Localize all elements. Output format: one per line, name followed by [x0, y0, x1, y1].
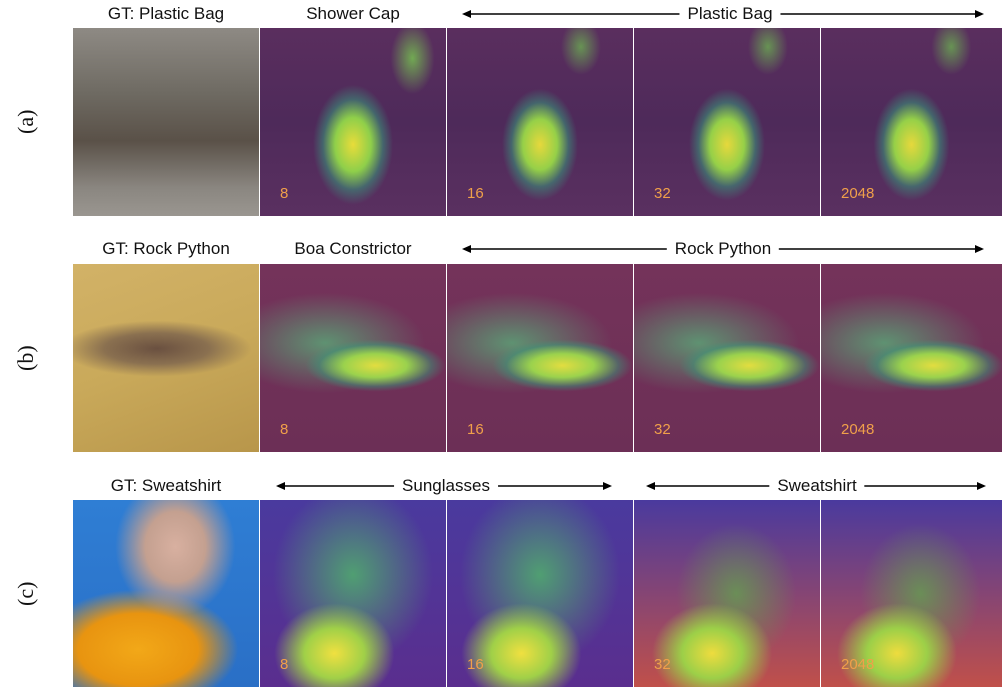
span-arrow-b: Rock Python: [462, 239, 984, 259]
pred-caption-c-right: Sweatshirt: [769, 476, 865, 496]
gt-caption-b: GT: Rock Python: [102, 239, 230, 258]
dim-label: 8: [280, 656, 289, 673]
dim-label: 8: [280, 421, 289, 438]
dim-label: 16: [467, 185, 484, 202]
row-label-a: (a): [13, 109, 38, 135]
heatmap-c-2048: 2048: [821, 500, 1002, 687]
pred-caption-b-span: Rock Python: [666, 239, 780, 259]
dim-label: 2048: [841, 656, 875, 673]
pred-caption-a-8: Shower Cap: [306, 4, 400, 23]
pred-caption-b-8: Boa Constrictor: [294, 239, 412, 258]
heatmap-a-32: 32: [634, 28, 820, 216]
pred-caption-c-left: Sunglasses: [394, 476, 498, 496]
span-arrow-a: Plastic Bag: [462, 4, 984, 24]
heatmap-c-16: 16: [447, 500, 633, 687]
dim-label: 2048: [841, 185, 875, 202]
dim-label: 16: [467, 421, 484, 438]
heatmap-a-2048: 2048: [821, 28, 1002, 216]
original-image-a: [73, 28, 259, 216]
pred-caption-a-span: Plastic Bag: [679, 4, 781, 24]
row-label-b: (b): [13, 345, 38, 371]
heatmap-a-8: 8: [260, 28, 446, 216]
dim-label: 16: [467, 656, 484, 673]
dim-label: 2048: [841, 421, 875, 438]
dim-label: 32: [654, 656, 671, 673]
heatmap-b-2048: 2048: [821, 264, 1002, 452]
gt-caption-a: GT: Plastic Bag: [107, 4, 225, 23]
dim-label: 8: [280, 185, 289, 202]
heatmap-b-32: 32: [634, 264, 820, 452]
original-image-c: [73, 500, 259, 687]
heatmap-b-8: 8: [260, 264, 446, 452]
original-image-b: [73, 264, 259, 452]
heatmap-c-8: 8: [260, 500, 446, 687]
dim-label: 32: [654, 185, 671, 202]
dim-label: 32: [654, 421, 671, 438]
heatmap-b-16: 16: [447, 264, 633, 452]
span-arrow-c-right: Sweatshirt: [646, 476, 986, 496]
heatmap-a-16: 16: [447, 28, 633, 216]
heatmap-c-32: 32: [634, 500, 820, 687]
span-arrow-c-left: Sunglasses: [276, 476, 612, 496]
gt-caption-c: GT: Sweatshirt: [110, 476, 222, 495]
row-label-c: (c): [13, 581, 38, 607]
